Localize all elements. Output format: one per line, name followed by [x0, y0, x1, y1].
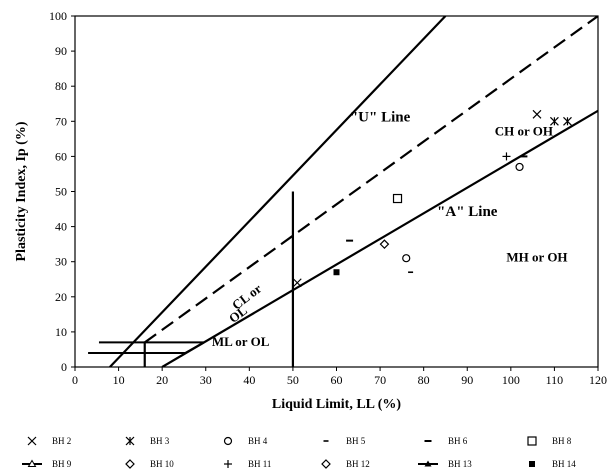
x-tick-label: 60 [331, 373, 343, 387]
zone-label: ML or OL [212, 334, 270, 349]
legend-label: BH 5 [346, 436, 366, 446]
y-tick-label: 30 [55, 255, 67, 269]
legend-label: BH 3 [150, 436, 170, 446]
reference-line-2 [144, 16, 598, 344]
zone-label: MH or OH [506, 250, 567, 265]
x-tick-label: 70 [374, 373, 386, 387]
legend-label: BH 8 [552, 436, 572, 446]
x-tick-label: 90 [461, 373, 473, 387]
y-tick-label: 100 [49, 9, 67, 23]
legend-label: BH 10 [150, 459, 174, 469]
y-tick-label: 50 [55, 185, 67, 199]
zone-label: "A" Line [437, 204, 498, 220]
legend-label: BH 12 [346, 459, 370, 469]
x-tick-label: 120 [589, 373, 607, 387]
y-tick-label: 20 [55, 290, 67, 304]
y-tick-label: 10 [55, 325, 67, 339]
reference-line-1 [161, 109, 598, 367]
y-tick-label: 0 [61, 360, 67, 374]
data-point-bh-14 [333, 269, 340, 276]
data-point-bh-4 [515, 162, 524, 172]
data-point-bh-3 [563, 116, 572, 126]
data-point-bh-2 [532, 109, 542, 119]
reference-line-0 [109, 16, 447, 367]
y-tick-label: 70 [55, 114, 67, 128]
legend-marker [321, 459, 331, 469]
legend-label: BH 6 [448, 436, 468, 446]
x-tick-label: 110 [546, 373, 564, 387]
y-tick-label: 60 [55, 149, 67, 163]
data-point-bh-2 [292, 278, 302, 288]
x-tick-label: 40 [243, 373, 255, 387]
legend-marker [224, 460, 232, 468]
legend-marker [418, 460, 438, 467]
data-point-bh-11 [502, 152, 511, 161]
data-point-bh-3 [549, 116, 559, 126]
axis-ticks: 0 10 20 30 40 50 60 70 80 90 100 110 120 0 10 20 30 40 50 6… [49, 9, 607, 387]
zone-label: CH or OH [495, 123, 553, 138]
x-tick-label: 80 [418, 373, 430, 387]
x-tick-label: 20 [156, 373, 168, 387]
legend-marker [529, 461, 535, 467]
x-tick-label: 0 [72, 373, 78, 387]
legend-marker [527, 436, 537, 446]
legend-label: BH 13 [448, 459, 472, 469]
x-tick-label: 30 [200, 373, 212, 387]
data-point-bh-4 [402, 254, 411, 263]
y-tick-label: 80 [55, 79, 67, 93]
data-points [292, 109, 572, 288]
zone-label: "U" Line [350, 109, 411, 125]
legend-marker [223, 436, 233, 446]
reference-lines [88, 16, 598, 367]
legend-marker [22, 459, 42, 467]
y-axis-title: Plasticity Index, Ip (%) [14, 121, 29, 261]
x-tick-label: 100 [502, 373, 520, 387]
legend-label: BH 14 [552, 459, 576, 469]
x-tick-label: 10 [113, 373, 125, 387]
data-point-bh-8 [392, 193, 403, 204]
y-tick-label: 90 [55, 44, 67, 58]
legend-label: BH 11 [248, 459, 271, 469]
plot-frame [74, 15, 599, 368]
legend-marker [125, 436, 135, 446]
ml-zone-boundary [184, 341, 205, 354]
data-point-bh-10 [379, 239, 390, 249]
legend-label: BH 2 [52, 436, 71, 446]
y-tick-label: 40 [55, 220, 67, 234]
legend-label: BH 9 [52, 459, 72, 469]
legend-marker [125, 459, 135, 469]
legend-marker [27, 436, 37, 446]
x-axis-title: Liquid Limit, LL (%) [272, 397, 401, 412]
x-tick-label: 50 [287, 373, 299, 387]
legend: BH 2 BH 3 BH 4 BH 5 BH 6 BH 8 BH 9 BH 10 BH 11 BH… [22, 436, 576, 469]
legend-label: BH 4 [248, 436, 268, 446]
